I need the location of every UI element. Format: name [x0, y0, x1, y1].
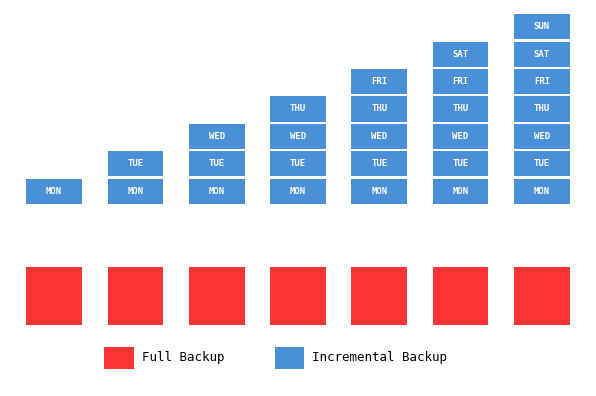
Text: FRI: FRI	[452, 77, 468, 86]
FancyBboxPatch shape	[352, 69, 407, 94]
FancyBboxPatch shape	[433, 151, 488, 177]
FancyBboxPatch shape	[189, 124, 244, 149]
FancyBboxPatch shape	[514, 42, 570, 67]
Text: MON: MON	[452, 187, 468, 196]
Text: SUN: SUN	[534, 22, 550, 31]
Text: WED: WED	[371, 132, 387, 141]
FancyBboxPatch shape	[433, 97, 488, 122]
FancyBboxPatch shape	[108, 151, 163, 177]
Text: THU: THU	[534, 105, 550, 114]
Text: MON: MON	[46, 187, 62, 196]
Text: TUE: TUE	[452, 159, 468, 168]
FancyBboxPatch shape	[433, 42, 488, 67]
Text: WED: WED	[452, 132, 468, 141]
FancyBboxPatch shape	[108, 267, 163, 326]
FancyBboxPatch shape	[270, 124, 326, 149]
Text: SAT: SAT	[452, 50, 468, 59]
FancyBboxPatch shape	[352, 97, 407, 122]
Text: THU: THU	[371, 105, 387, 114]
Text: MON: MON	[371, 187, 387, 196]
FancyBboxPatch shape	[433, 267, 488, 326]
Text: MON: MON	[534, 187, 550, 196]
Text: SAT: SAT	[534, 50, 550, 59]
FancyBboxPatch shape	[433, 179, 488, 204]
FancyBboxPatch shape	[352, 124, 407, 149]
Text: WED: WED	[290, 132, 306, 141]
FancyBboxPatch shape	[26, 267, 82, 326]
Text: TUE: TUE	[371, 159, 387, 168]
FancyBboxPatch shape	[514, 267, 570, 326]
Text: TUE: TUE	[209, 159, 225, 168]
FancyBboxPatch shape	[26, 179, 82, 204]
FancyBboxPatch shape	[433, 69, 488, 94]
FancyBboxPatch shape	[270, 179, 326, 204]
FancyBboxPatch shape	[352, 179, 407, 204]
FancyBboxPatch shape	[104, 346, 134, 369]
FancyBboxPatch shape	[514, 124, 570, 149]
Text: TUE: TUE	[290, 159, 306, 168]
Text: MON: MON	[128, 187, 144, 196]
Text: WED: WED	[209, 132, 225, 141]
FancyBboxPatch shape	[108, 179, 163, 204]
FancyBboxPatch shape	[270, 151, 326, 177]
FancyBboxPatch shape	[189, 267, 244, 326]
FancyBboxPatch shape	[352, 151, 407, 177]
FancyBboxPatch shape	[270, 97, 326, 122]
Text: FRI: FRI	[534, 77, 550, 86]
FancyBboxPatch shape	[514, 97, 570, 122]
FancyBboxPatch shape	[433, 124, 488, 149]
FancyBboxPatch shape	[514, 69, 570, 94]
FancyBboxPatch shape	[270, 267, 326, 326]
Text: TUE: TUE	[128, 159, 144, 168]
Text: Incremental Backup: Incremental Backup	[312, 351, 447, 364]
FancyBboxPatch shape	[514, 179, 570, 204]
FancyBboxPatch shape	[514, 14, 570, 39]
Text: THU: THU	[452, 105, 468, 114]
FancyBboxPatch shape	[189, 179, 244, 204]
FancyBboxPatch shape	[189, 151, 244, 177]
Text: TUE: TUE	[534, 159, 550, 168]
FancyBboxPatch shape	[275, 346, 304, 369]
Text: MON: MON	[209, 187, 225, 196]
Text: MON: MON	[290, 187, 306, 196]
Text: FRI: FRI	[371, 77, 387, 86]
FancyBboxPatch shape	[514, 151, 570, 177]
Text: Full Backup: Full Backup	[142, 351, 224, 364]
Text: WED: WED	[534, 132, 550, 141]
Text: THU: THU	[290, 105, 306, 114]
FancyBboxPatch shape	[352, 267, 407, 326]
